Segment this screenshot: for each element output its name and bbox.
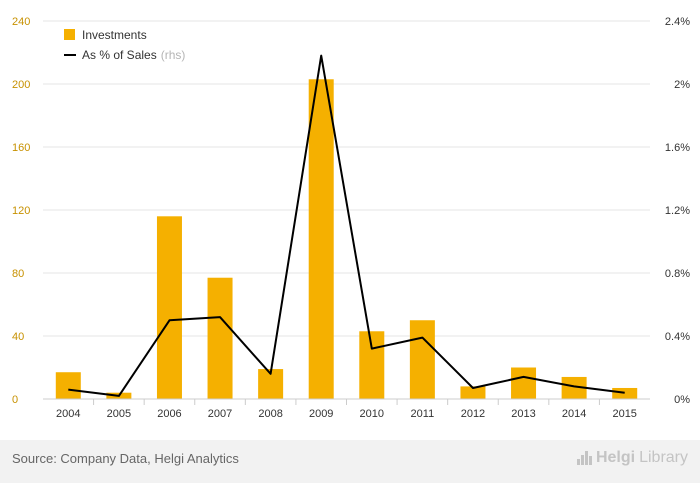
bar-investments <box>409 320 435 399</box>
y-left-tick-label: 40 <box>12 331 24 343</box>
x-tick-label: 2010 <box>360 408 384 420</box>
line-as-pct-of-sales <box>68 54 625 397</box>
x-tick-label: 2014 <box>562 408 586 420</box>
helgi-library-logo: Helgi Library <box>576 449 688 467</box>
y-right-tick-label: 2.4% <box>665 16 690 28</box>
axes: 0 40 80 120 160 200 240 0% 0.4% 0.8% 1.2% 1.6% 2% 2.4… <box>12 16 690 420</box>
bar-investments <box>156 216 182 399</box>
bar-investments <box>561 376 587 399</box>
x-tick-label: 2007 <box>208 408 232 420</box>
x-tick-label: 2008 <box>258 408 282 420</box>
bar-investments <box>308 79 334 400</box>
logo-text-main: Helgi <box>595 449 636 466</box>
bar-investments <box>460 386 486 399</box>
bar-investments <box>55 372 81 399</box>
bar-investments <box>207 277 233 399</box>
logo-bars-icon <box>576 451 592 465</box>
x-tick-label: 2006 <box>157 408 181 420</box>
x-tick-label: 2009 <box>309 408 333 420</box>
bar-investments <box>612 387 638 399</box>
y-right-tick-label: 2% <box>674 79 690 91</box>
legend-label-sales-suffix: (rhs) <box>161 48 186 62</box>
x-tick-label: 2004 <box>56 408 80 420</box>
legend-swatch-investments <box>64 29 75 40</box>
chart-svg: 0 40 80 120 160 200 240 0% 0.4% 0.8% 1.2% 1.6% 2% 2.4… <box>12 16 690 420</box>
legend-label-sales: As % of Sales (rhs) <box>82 48 185 62</box>
bar-investments <box>359 331 385 399</box>
y-right-tick-label: 1.2% <box>665 205 690 217</box>
legend: Investments As % of Sales (rhs) <box>64 28 185 62</box>
y-right-tick-label: 1.6% <box>665 142 690 154</box>
line-series <box>68 54 625 397</box>
bars <box>55 79 638 400</box>
x-tick-label: 2013 <box>511 408 535 420</box>
y-left-tick-label: 160 <box>12 142 30 154</box>
y-left-tick-label: 80 <box>12 268 24 280</box>
grid-lines <box>43 20 650 400</box>
y-left-tick-label: 240 <box>12 16 30 28</box>
x-tick-label: 2005 <box>107 408 131 420</box>
y-left-tick-label: 200 <box>12 79 30 91</box>
x-tick-label: 2012 <box>461 408 485 420</box>
y-left-tick-label: 0 <box>12 394 18 406</box>
y-right-tick-label: 0% <box>674 394 690 406</box>
source-note: Source: Company Data, Helgi Analytics <box>12 451 239 466</box>
x-tick-label: 2011 <box>411 408 435 420</box>
legend-label-sales-name: As % of Sales <box>82 48 157 62</box>
logo-text-suffix: Library <box>639 449 688 466</box>
y-right-tick-label: 0.8% <box>665 268 690 280</box>
bar-investments <box>511 367 537 399</box>
legend-label-investments: Investments <box>82 28 147 42</box>
y-right-tick-label: 0.4% <box>665 331 690 343</box>
y-left-tick-label: 120 <box>12 205 30 217</box>
x-tick-label: 2015 <box>612 408 636 420</box>
